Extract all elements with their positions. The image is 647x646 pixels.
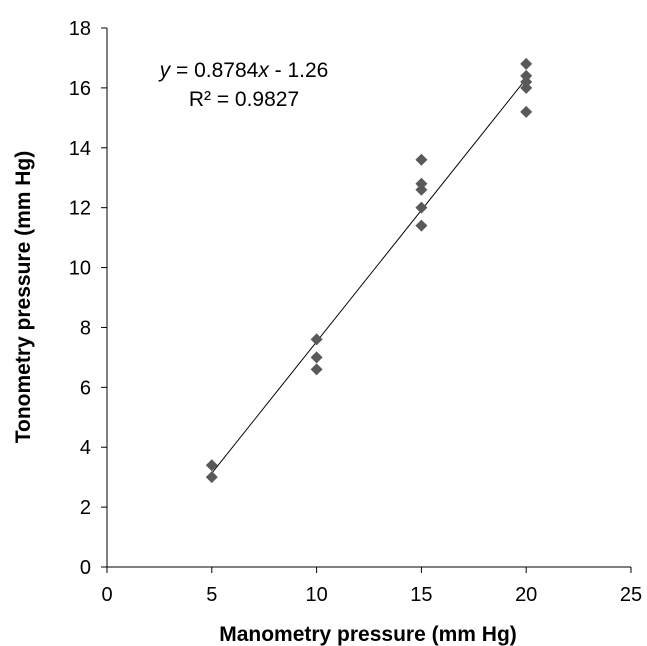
equation-slope: = 0.8784 — [170, 59, 258, 82]
y-tick-label: 12 — [69, 198, 91, 220]
trendline — [212, 79, 526, 474]
x-tick-label: 15 — [410, 584, 432, 606]
x-axis-title: Manometry pressure (mm Hg) — [219, 623, 517, 646]
equation-intercept: - 1.26 — [269, 59, 329, 82]
y-tick-label: 18 — [69, 18, 91, 40]
data-point-diamond — [415, 202, 427, 214]
r-squared-label: R² = 0.9827 — [189, 88, 299, 111]
data-point-diamond — [206, 459, 218, 471]
x-tick-label: 25 — [620, 584, 642, 606]
data-point-diamond — [311, 351, 323, 363]
y-tick-label: 4 — [80, 437, 91, 459]
data-point-diamond — [520, 106, 532, 118]
regression-equation: y = 0.8784x - 1.26 — [158, 59, 329, 82]
data-point-diamond — [415, 154, 427, 166]
y-tick-label: 8 — [80, 317, 91, 339]
data-point-diamond — [520, 58, 532, 70]
y-tick-label: 14 — [69, 138, 91, 160]
y-tick-label: 10 — [69, 258, 91, 280]
data-point-diamond — [206, 471, 218, 483]
y-tick-label: 6 — [80, 377, 91, 399]
data-point-diamond — [311, 333, 323, 345]
y-tick-label: 16 — [69, 78, 91, 100]
y-axis-title: Tonometry pressure (mm Hg) — [12, 151, 35, 444]
data-point-diamond — [415, 220, 427, 232]
x-tick-label: 10 — [305, 584, 327, 606]
x-axis-ticks: 0 5 10 15 20 25 — [101, 567, 642, 606]
x-tick-label: 5 — [206, 584, 217, 606]
y-tick-label: 2 — [80, 497, 91, 519]
y-axis-ticks: 0 2 4 6 8 10 12 14 16 18 — [69, 18, 107, 579]
y-tick-label: 0 — [80, 557, 91, 579]
x-tick-label: 20 — [515, 584, 537, 606]
x-tick-label: 0 — [101, 584, 112, 606]
data-point-diamond — [311, 363, 323, 375]
